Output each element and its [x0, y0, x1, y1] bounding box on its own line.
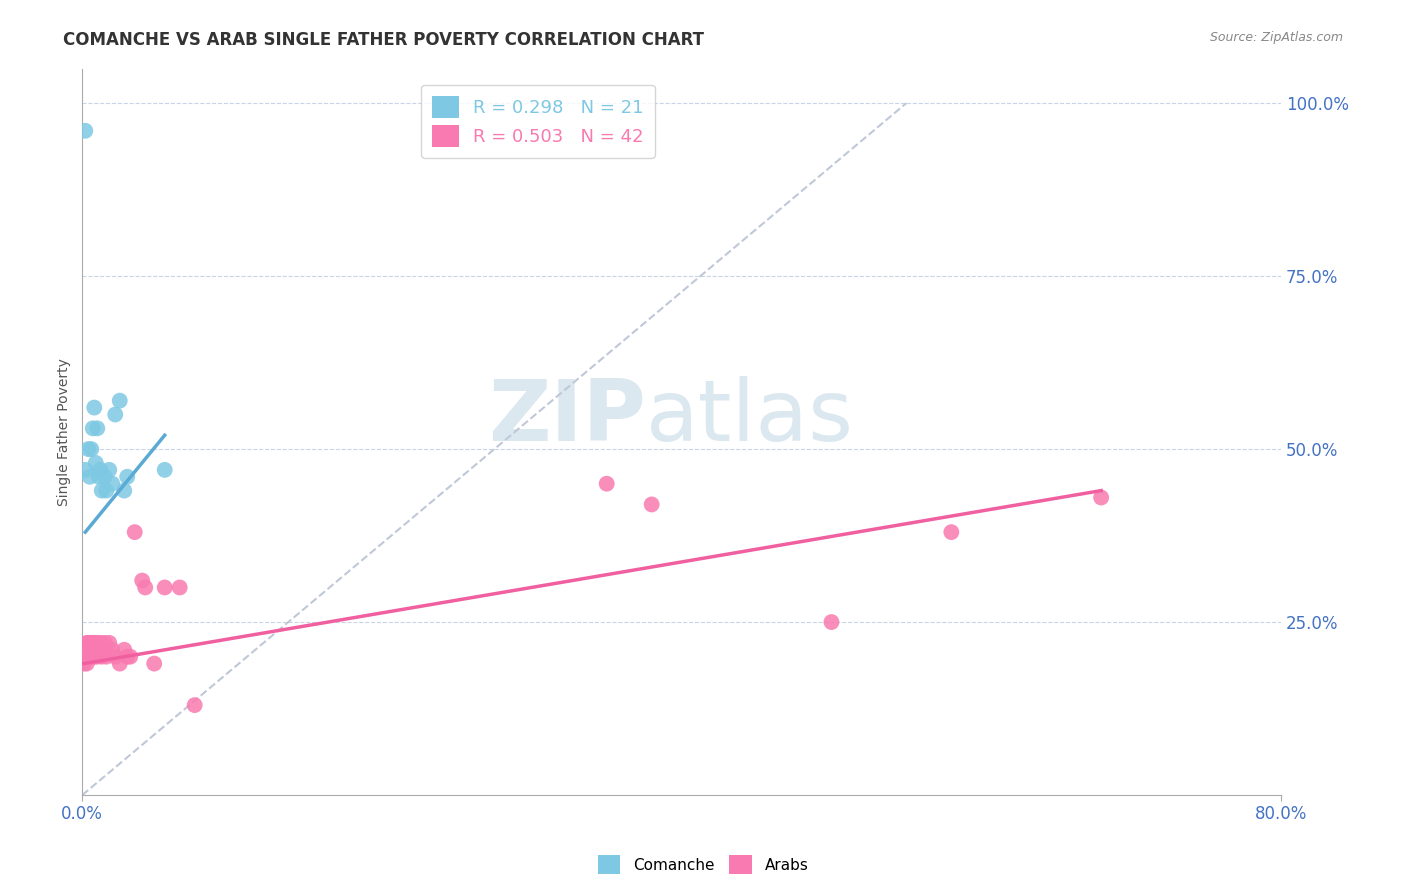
Point — [169, 581, 191, 595]
Legend: Comanche, Arabs: Comanche, Arabs — [592, 849, 814, 880]
Point — [87, 642, 110, 657]
Point — [79, 469, 101, 483]
Point — [596, 476, 619, 491]
Point — [94, 469, 117, 483]
Point — [1090, 491, 1112, 505]
Point — [153, 463, 176, 477]
Text: Source: ZipAtlas.com: Source: ZipAtlas.com — [1209, 31, 1343, 45]
Point — [134, 581, 156, 595]
Point — [82, 421, 104, 435]
Point — [75, 649, 97, 664]
Point — [143, 657, 166, 671]
Point — [75, 124, 97, 138]
Point — [75, 463, 97, 477]
Point — [90, 649, 112, 664]
Point — [82, 636, 104, 650]
Point — [80, 636, 103, 650]
Point — [104, 408, 127, 422]
Point — [124, 525, 146, 540]
Point — [76, 657, 98, 671]
Point — [640, 498, 662, 512]
Point — [79, 649, 101, 664]
Point — [80, 642, 103, 657]
Point — [120, 649, 142, 664]
Point — [115, 469, 138, 483]
Point — [91, 642, 114, 657]
Point — [73, 657, 96, 671]
Point — [115, 649, 138, 664]
Point — [112, 483, 135, 498]
Y-axis label: Single Father Poverty: Single Father Poverty — [58, 358, 72, 506]
Point — [80, 442, 103, 456]
Point — [77, 649, 100, 664]
Point — [96, 649, 118, 664]
Point — [86, 649, 108, 664]
Point — [108, 657, 131, 671]
Point — [183, 698, 205, 712]
Point — [86, 421, 108, 435]
Point — [82, 649, 104, 664]
Point — [108, 393, 131, 408]
Point — [84, 456, 107, 470]
Point — [87, 469, 110, 483]
Point — [77, 442, 100, 456]
Point — [112, 642, 135, 657]
Point — [98, 636, 121, 650]
Text: ZIP: ZIP — [488, 376, 645, 458]
Point — [98, 463, 121, 477]
Point — [101, 642, 124, 657]
Point — [941, 525, 963, 540]
Point — [94, 636, 117, 650]
Point — [90, 483, 112, 498]
Point — [153, 581, 176, 595]
Point — [89, 636, 111, 650]
Point — [79, 636, 101, 650]
Text: atlas: atlas — [645, 376, 853, 458]
Point — [131, 574, 153, 588]
Point — [86, 636, 108, 650]
Point — [820, 615, 842, 629]
Point — [76, 636, 98, 650]
Point — [96, 483, 118, 498]
Point — [83, 401, 105, 415]
Legend: R = 0.298   N = 21, R = 0.503   N = 42: R = 0.298 N = 21, R = 0.503 N = 42 — [420, 85, 655, 158]
Point — [104, 649, 127, 664]
Point — [77, 636, 100, 650]
Text: COMANCHE VS ARAB SINGLE FATHER POVERTY CORRELATION CHART: COMANCHE VS ARAB SINGLE FATHER POVERTY C… — [63, 31, 704, 49]
Point — [101, 476, 124, 491]
Point — [84, 642, 107, 657]
Point — [83, 636, 105, 650]
Point — [89, 463, 111, 477]
Point — [83, 649, 105, 664]
